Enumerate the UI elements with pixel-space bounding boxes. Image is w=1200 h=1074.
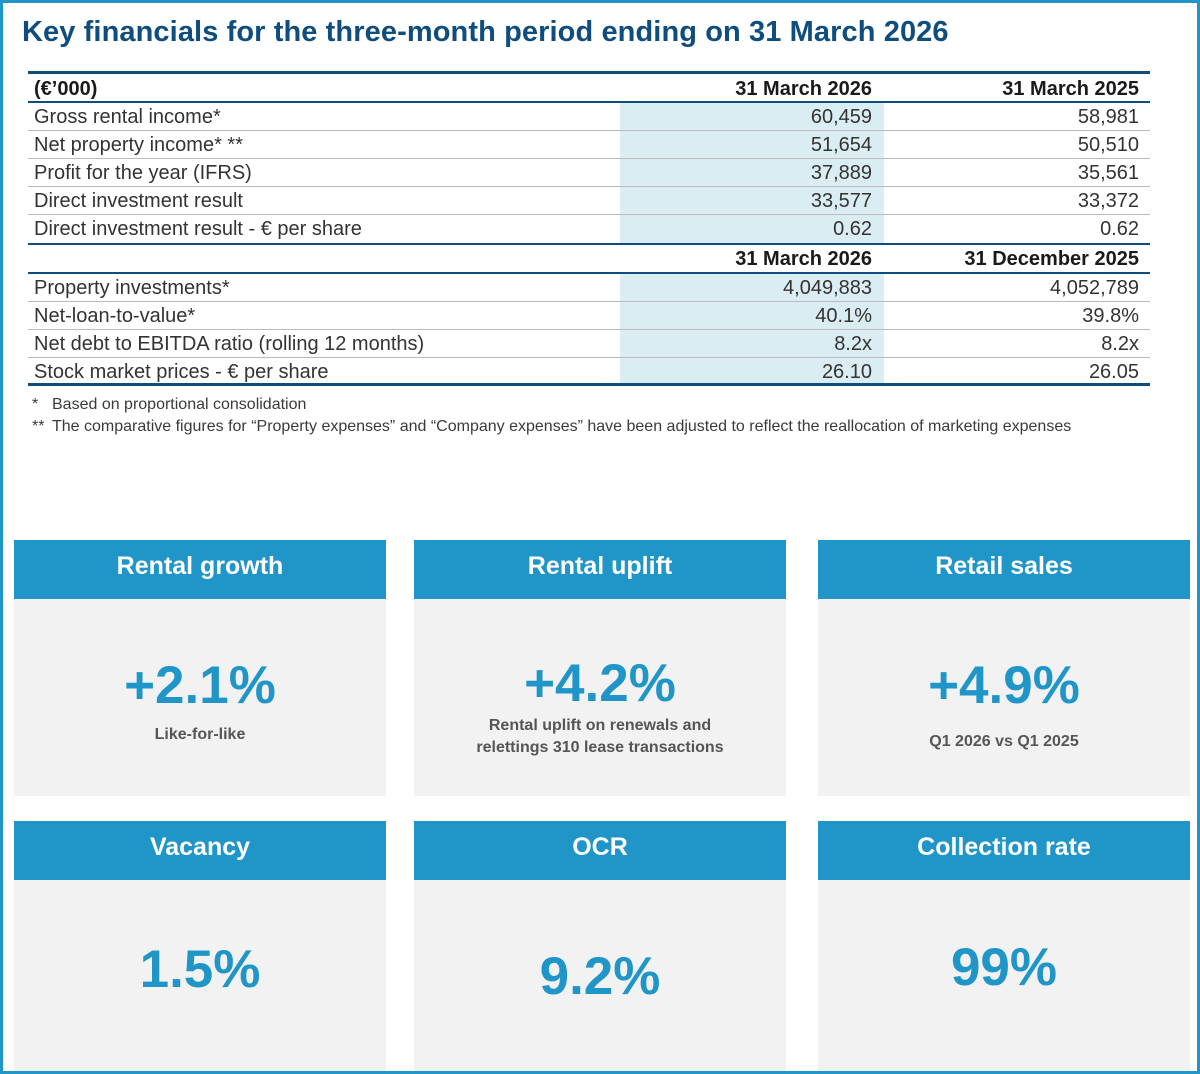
cell-prior: 39.8% (1082, 305, 1139, 327)
cell-current: 4,049,883 (783, 277, 872, 299)
table-row: Net debt to EBITDA ratio (rolling 12 mon… (28, 330, 1150, 358)
table-row: Direct investment result 33,577 33,372 (28, 187, 1150, 215)
kpi-card-rental-uplift: Rental uplift +4.2% Rental uplift on ren… (414, 540, 786, 796)
kpi-card-retail-sales: Retail sales +4.9% Q1 2026 vs Q1 2025 (818, 540, 1190, 796)
row-label: Net-loan-to-value* (34, 305, 196, 327)
kpi-title: Vacancy (14, 821, 386, 880)
kpi-card-rental-growth: Rental growth +2.1% Like-for-like (14, 540, 386, 796)
kpi-card-collection-rate: Collection rate 99% (818, 821, 1190, 1071)
row-label: Property investments* (34, 277, 230, 299)
footnote-text: Based on proportional consolidation (52, 396, 307, 413)
footnote-mark: ** (32, 418, 45, 435)
table-subheader-row: 31 March 2026 31 December 2025 (28, 243, 1150, 274)
cell-prior: 0.62 (1100, 218, 1139, 240)
cell-current: 26.10 (821, 361, 872, 383)
cell-prior: 50,510 (1077, 134, 1139, 156)
row-label: Net property income* ** (34, 134, 243, 156)
kpi-title: Collection rate (818, 821, 1190, 880)
table-row: Net-loan-to-value* 40.1% 39.8% (28, 302, 1150, 330)
table-row: Gross rental income* 60,459 58,981 (28, 103, 1150, 131)
cell-prior: 8.2x (1101, 333, 1139, 355)
cell-current: 51,654 (810, 134, 872, 156)
footnote: ** The comparative figures for “Property… (32, 416, 1132, 438)
kpi-title: Rental growth (14, 540, 386, 599)
kpi-title: OCR (414, 821, 786, 880)
kpi-subtitle: Like-for-like (154, 726, 246, 743)
kpi-subtitle: Rental uplift on renewals and relettings… (476, 717, 724, 756)
row-label: Stock market prices - € per share (34, 361, 329, 383)
kpi-card-ocr: OCR 9.2% (414, 821, 786, 1071)
cell-prior: 58,981 (1077, 106, 1139, 128)
cell-current: 33,577 (810, 190, 872, 212)
cell-prior: 33,372 (1077, 190, 1139, 212)
footnote-text: The comparative figures for “Property ex… (52, 418, 1072, 435)
kpi-value: +4.9% (928, 656, 1080, 715)
kpi-subtitle: Q1 2026 vs Q1 2025 (929, 733, 1079, 750)
table-row: Profit for the year (IFRS) 37,889 35,561 (28, 159, 1150, 187)
row-label: Direct investment result (34, 190, 243, 212)
cell-current: 40.1% (815, 305, 872, 327)
kpi-value: +4.2% (524, 654, 676, 713)
row-label: Profit for the year (IFRS) (34, 162, 252, 184)
kpi-card-vacancy: Vacancy 1.5% (14, 821, 386, 1071)
table-row: Direct investment result - € per share 0… (28, 215, 1150, 243)
column-header-prior: 31 December 2025 (964, 248, 1139, 270)
column-header-current: 31 March 2026 (735, 78, 872, 100)
kpi-title: Retail sales (818, 540, 1190, 599)
kpi-value: 9.2% (539, 947, 661, 1006)
table-header-row: (€’000) 31 March 2026 31 March 2025 (28, 71, 1150, 103)
kpi-title: Rental uplift (414, 540, 786, 599)
unit-label: (€’000) (34, 78, 98, 100)
footnotes: * Based on proportional consolidation **… (32, 394, 1132, 438)
column-header-prior: 31 March 2025 (1002, 78, 1139, 100)
kpi-value: +2.1% (124, 656, 276, 715)
row-label: Gross rental income* (34, 106, 221, 128)
row-label: Net debt to EBITDA ratio (rolling 12 mon… (34, 333, 425, 355)
page-title: Key financials for the three-month perio… (22, 16, 949, 48)
table-row: Net property income* ** 51,654 50,510 (28, 131, 1150, 159)
row-label: Direct investment result - € per share (34, 218, 362, 240)
kpi-value: 99% (950, 938, 1058, 997)
cell-prior: 26.05 (1088, 361, 1139, 383)
table-row: Property investments* 4,049,883 4,052,78… (28, 274, 1150, 302)
column-header-current: 31 March 2026 (735, 248, 872, 270)
table-row: Stock market prices - € per share 26.10 … (28, 358, 1150, 386)
footnote-mark: * (32, 396, 39, 413)
cell-current: 37,889 (810, 162, 872, 184)
financials-table: (€’000) 31 March 2026 31 March 2025 Gros… (28, 71, 1150, 386)
footnote: * Based on proportional consolidation (32, 394, 1132, 416)
cell-prior: 4,052,789 (1050, 277, 1139, 299)
cell-prior: 35,561 (1077, 162, 1139, 184)
kpi-value: 1.5% (139, 940, 261, 999)
cell-current: 0.62 (833, 218, 872, 240)
cell-current: 8.2x (834, 333, 872, 355)
cell-current: 60,459 (810, 106, 872, 128)
